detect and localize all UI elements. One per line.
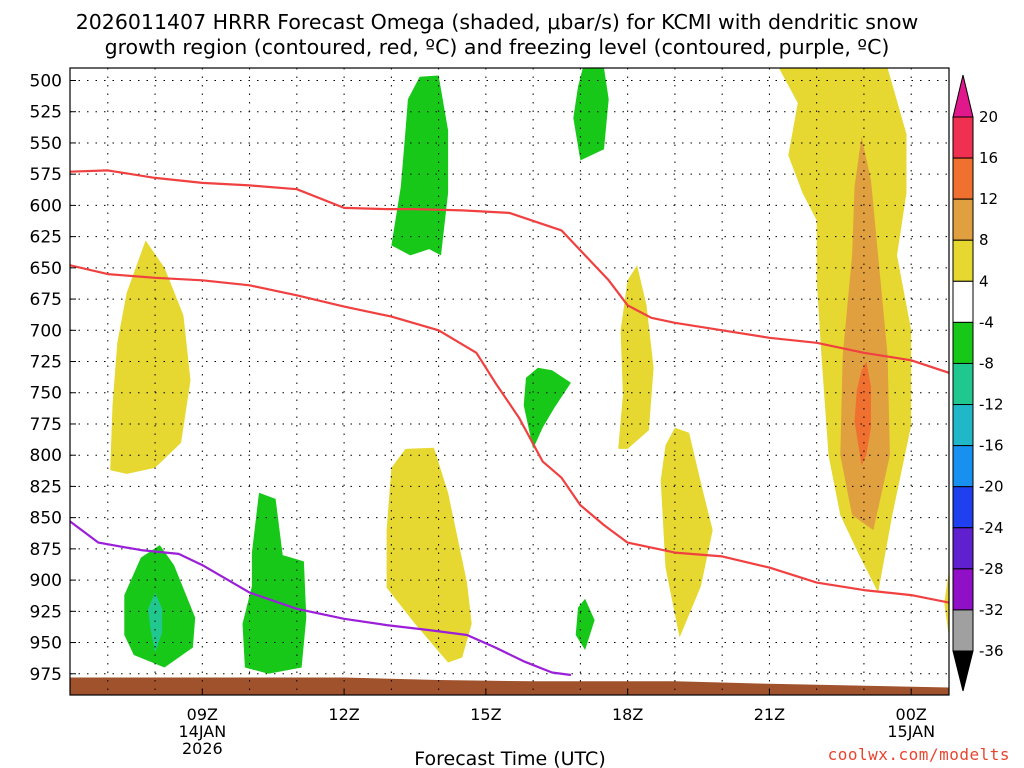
y-tick-label: 750 [30,384,62,404]
terrain-ground [70,677,949,695]
y-tick-label: 950 [30,634,62,654]
y-tick-label: 550 [30,134,62,154]
y-tick-label: 825 [30,477,62,497]
colorbar-swatch [952,486,974,529]
colorbar-swatch [952,280,974,323]
omega-region-7 [854,361,871,466]
contour-lines-layer [70,169,949,677]
colorbar: 20 16 12 8 4 -4 -8 -12 -16 -20 -24 -28 -32 -36 [952,74,1004,692]
colorbar-swatch [952,445,974,488]
omega-region-1 [386,447,472,663]
x-tick-label: 21Z [754,705,785,724]
colorbar-label: -28 [979,560,1004,578]
y-tick-label: 800 [30,446,62,466]
colorbar-swatch [952,568,974,611]
colorbar-swatch [952,527,974,570]
contour-line-2 [70,520,572,677]
x-tick-date: 14JAN [178,722,226,741]
x-tick-label: 18Z [612,705,643,724]
colorbar-label: -32 [979,601,1004,619]
colorbar-label: -12 [979,396,1004,414]
colorbar-bottom-arrow [952,650,974,692]
colorbar-swatch [952,609,974,652]
chart-title-line2: growth region (contoured, red, ºC) and f… [105,35,890,59]
colorbar-label: 12 [979,190,998,208]
y-tick-label: 975 [30,665,62,685]
credit-text: coolwx.com/modelts [828,745,1010,764]
x-tick-label: 09Z [187,705,218,724]
chart-title-line1: 2026011407 HRRR Forecast Omega (shaded, … [76,10,919,34]
omega-region-2 [618,265,654,449]
colorbar-swatch [952,362,974,406]
y-tick-label: 725 [30,353,62,373]
colorbar-label: -36 [979,642,1004,660]
x-tick-label: 15Z [470,705,501,724]
colorbar-label: -4 [979,313,994,331]
y-axis: 500 525 550 575 600 625 650 675 700 725 750 775 800 8… [30,71,76,685]
colorbar-label: -20 [979,478,1004,496]
plot-area [69,67,950,696]
omega-region-6 [840,136,890,531]
terrain-layer [70,677,949,695]
y-tick-label: 875 [30,540,62,560]
x-tick-label: 12Z [328,705,359,724]
colorbar-label: 8 [979,231,989,249]
y-tick-label: 575 [30,165,62,185]
y-tick-label: 675 [30,290,62,310]
y-tick-label: 925 [30,602,62,622]
y-tick-label: 600 [30,196,62,216]
omega-region-9 [148,592,163,653]
y-tick-label: 850 [30,509,62,529]
colorbar-label: -24 [979,519,1004,537]
colorbar-swatch [952,239,974,282]
contour-line-1 [70,264,949,604]
y-tick-label: 900 [30,571,62,591]
y-tick-label: 500 [30,71,62,91]
colorbar-label: -8 [979,354,994,372]
x-tick-date: 15JAN [887,722,935,741]
y-tick-label: 700 [30,321,62,341]
omega-region-12 [523,367,571,449]
colorbar-top-arrow [952,74,974,118]
colorbar-label: -16 [979,437,1004,455]
contour-line-0 [70,169,949,374]
y-tick-label: 775 [30,415,62,435]
omega-region-13 [573,68,609,161]
x-tick-label: 00Z [896,705,927,724]
colorbar-label: 16 [979,149,998,167]
omega-region-3 [660,427,713,638]
omega-shading-layer [110,68,949,674]
y-tick-label: 525 [30,103,62,123]
colorbar-swatch [952,404,974,447]
colorbar-swatch [952,157,974,200]
colorbar-label: 20 [979,108,998,126]
colorbar-swatch [952,321,974,364]
colorbar-label: 4 [979,272,989,290]
x-axis-label: Forecast Time (UTC) [414,748,605,768]
plot-border [69,67,950,696]
omega-region-5 [944,570,949,638]
colorbar-swatch [952,116,974,159]
y-tick-label: 625 [30,228,62,248]
omega-region-10 [242,492,307,674]
x-tick-year: 2026 [182,739,223,758]
colorbar-swatch [952,198,974,241]
y-tick-label: 650 [30,259,62,279]
